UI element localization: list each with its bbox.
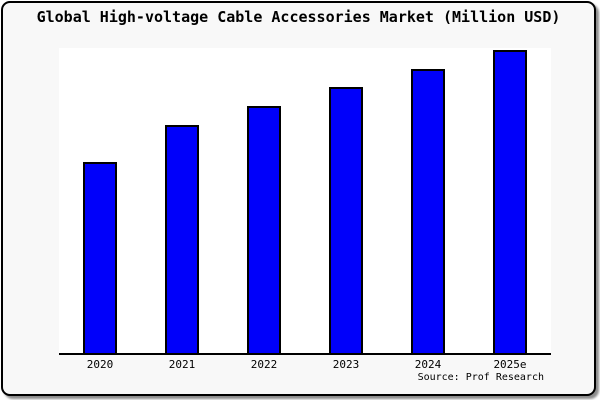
bar-2021	[165, 125, 199, 353]
bar-2022	[247, 106, 281, 353]
bars-container	[59, 48, 551, 353]
x-tick-label-2023: 2023	[332, 358, 360, 371]
bar-band-2021	[141, 48, 223, 353]
bar-band-2023	[305, 48, 387, 353]
bar-band-2022	[223, 48, 305, 353]
bar-band-2020	[59, 48, 141, 353]
chart-card: Global High-voltage Cable Accessories Ma…	[1, 1, 596, 396]
bar-2020	[83, 162, 117, 353]
source-credit: Source: Prof Research	[417, 372, 544, 383]
x-axis-line	[59, 353, 551, 355]
x-tick-label-2025e: 2025e	[493, 358, 527, 371]
bar-band-2024	[387, 48, 469, 353]
bar-band-2025e	[469, 48, 551, 353]
bar-2024	[411, 69, 445, 353]
x-axis-labels: 2020 2021 2022 2023 2024 2025e	[59, 358, 551, 371]
chart-title: Global High-voltage Cable Accessories Ma…	[36, 8, 561, 26]
x-tick-label-2024: 2024	[414, 358, 442, 371]
bar-2025e	[493, 50, 527, 353]
bar-2023	[329, 87, 363, 353]
x-tick-label-2020: 2020	[86, 358, 114, 371]
x-tick-label-2021: 2021	[168, 358, 196, 371]
plot-area	[59, 48, 551, 353]
x-tick-label-2022: 2022	[250, 358, 278, 371]
